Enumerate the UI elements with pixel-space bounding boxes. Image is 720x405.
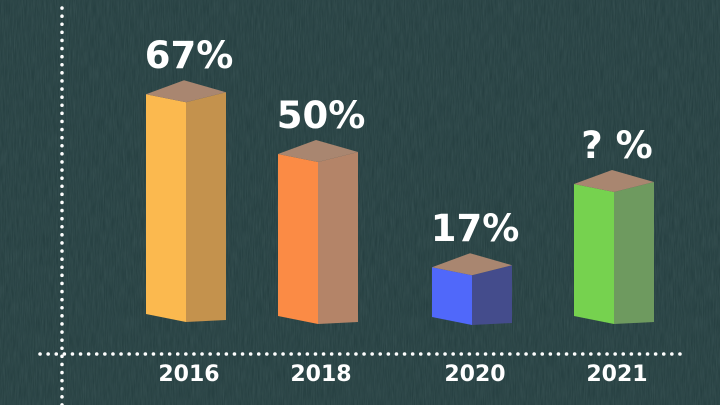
x-tick-label-2020: 2020	[444, 362, 505, 387]
bars-group	[146, 80, 654, 325]
bar-front-2021	[574, 184, 614, 324]
bar-top-2020	[432, 253, 512, 276]
data-label-2016: 67%	[145, 34, 234, 77]
x-tick-label-2021: 2021	[586, 362, 647, 387]
bar-side-2018	[318, 152, 358, 324]
data-label-2018: 50%	[277, 94, 366, 137]
bar-side-2020	[472, 265, 512, 325]
bar-front-2018	[278, 154, 318, 324]
bar-front-2020	[432, 267, 472, 325]
labels-group: 67% 2016 50% 2018 17% 2020 ? % 2021	[145, 34, 653, 387]
bar-top-2018	[278, 140, 358, 162]
bar-front-2016	[146, 94, 186, 322]
bar-top-2021	[574, 170, 654, 192]
x-tick-label-2018: 2018	[290, 362, 351, 387]
bar-top-2016	[146, 80, 226, 103]
bar-side-2016	[186, 92, 226, 322]
x-tick-label-2016: 2016	[158, 362, 219, 387]
bar-side-2021	[614, 182, 654, 324]
data-label-2021: ? %	[581, 124, 652, 167]
data-label-2020: 17%	[431, 207, 520, 250]
